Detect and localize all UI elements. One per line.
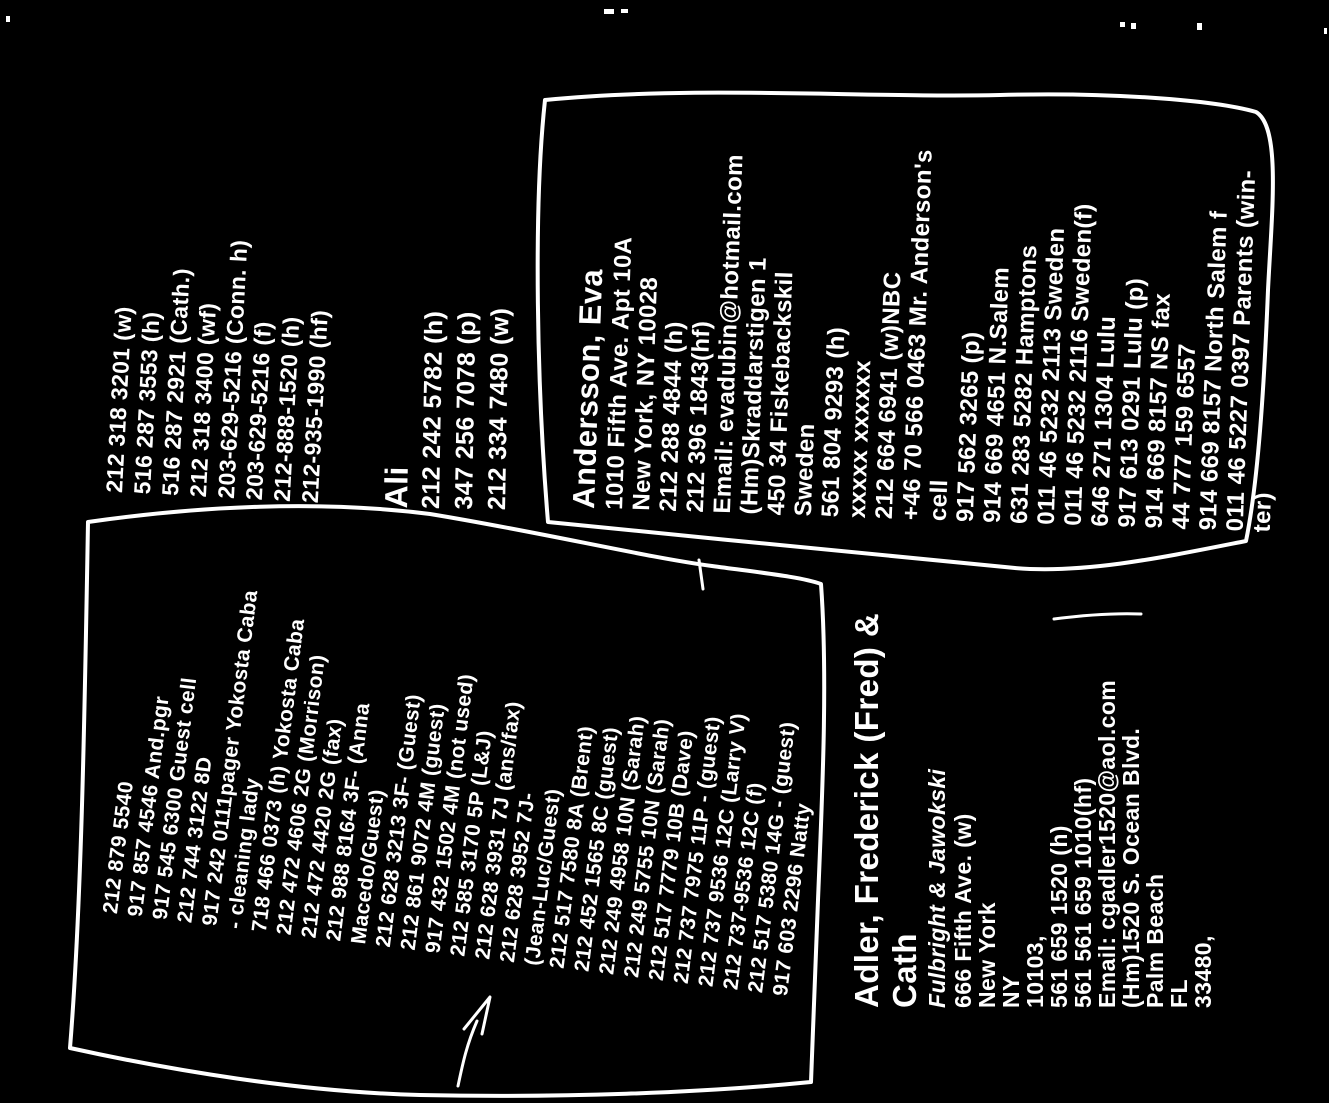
scan-speck xyxy=(1120,22,1125,27)
contact-entry-ali: Ali 212 242 5782 (h) 347 256 7078 (p) 212 … xyxy=(378,248,533,511)
text-line: (Hm)1520 S. Ocean Blvd. xyxy=(1118,727,1144,1008)
contact-firm-name: Fulbright & Jawokski xyxy=(924,768,950,1008)
contact-phone-lines: 212 242 5782 (h) 347 256 7078 (p) 212 334 … xyxy=(415,249,519,511)
text-line: New York xyxy=(974,902,1000,1008)
text-line: 33480, xyxy=(1190,935,1216,1008)
scan-speck xyxy=(604,9,614,14)
contact-name-line2: Cath xyxy=(886,933,923,1008)
contact-name-line1: Adler, Frederick (Fred) & xyxy=(848,612,885,1008)
scan-speck xyxy=(1324,28,1327,34)
text-line: 561 561 659 1010(hf) xyxy=(1070,777,1096,1009)
text-line: 212 334 7480 (w) xyxy=(482,307,515,511)
scan-speck xyxy=(6,16,10,22)
guest-list-box-outline xyxy=(68,504,827,1098)
phone-number-list-unlabeled: 212 318 3201 (w) 516 287 3553 (h) 516 287 … xyxy=(100,162,353,504)
contact-entry-andersson-eva: Andersson, Eva 1010 Fifth Ave. Apt 10A Ne… xyxy=(566,88,1292,533)
text-line: 347 256 7078 (p) xyxy=(449,311,482,510)
text-line: 212 242 5782 (h) xyxy=(416,310,449,510)
box-corner-tick xyxy=(697,558,705,591)
text-line: 666 Fifth Ave. (w) xyxy=(950,813,976,1008)
text-line: 10103, xyxy=(1022,935,1048,1008)
stray-dash-mark xyxy=(1052,612,1143,621)
contact-detail-lines: 666 Fifth Ave. (w) New York NY 10103, 561 65… xyxy=(950,543,1216,1009)
contact-entry-adler: Adler, Frederick (Fred) & Cath Fulbright… xyxy=(848,543,1216,1008)
contact-name: Ali xyxy=(378,465,415,509)
scan-speck xyxy=(621,9,628,13)
andersson-box-outline xyxy=(535,90,1275,572)
text-line: Palm Beach xyxy=(1142,873,1168,1008)
guest-apartment-phone-list: 212 879 5540 917 857 4546 And.pgr 917 545 … xyxy=(98,495,848,998)
hand-drawn-arrow-head xyxy=(462,995,492,1036)
text-line: FL xyxy=(1166,979,1192,1008)
text-line: NY xyxy=(998,975,1024,1008)
contact-detail-lines: 1010 Fifth Ave. Apt 10A New York, NY 1002… xyxy=(601,89,1290,533)
text-line: Email: cgadler1520@aol.com xyxy=(1094,679,1120,1008)
scan-speck xyxy=(1131,23,1136,29)
text-line: 561 659 1520 (h) xyxy=(1046,825,1072,1008)
hand-drawn-arrow xyxy=(456,1019,479,1088)
scan-speck xyxy=(1197,23,1202,30)
